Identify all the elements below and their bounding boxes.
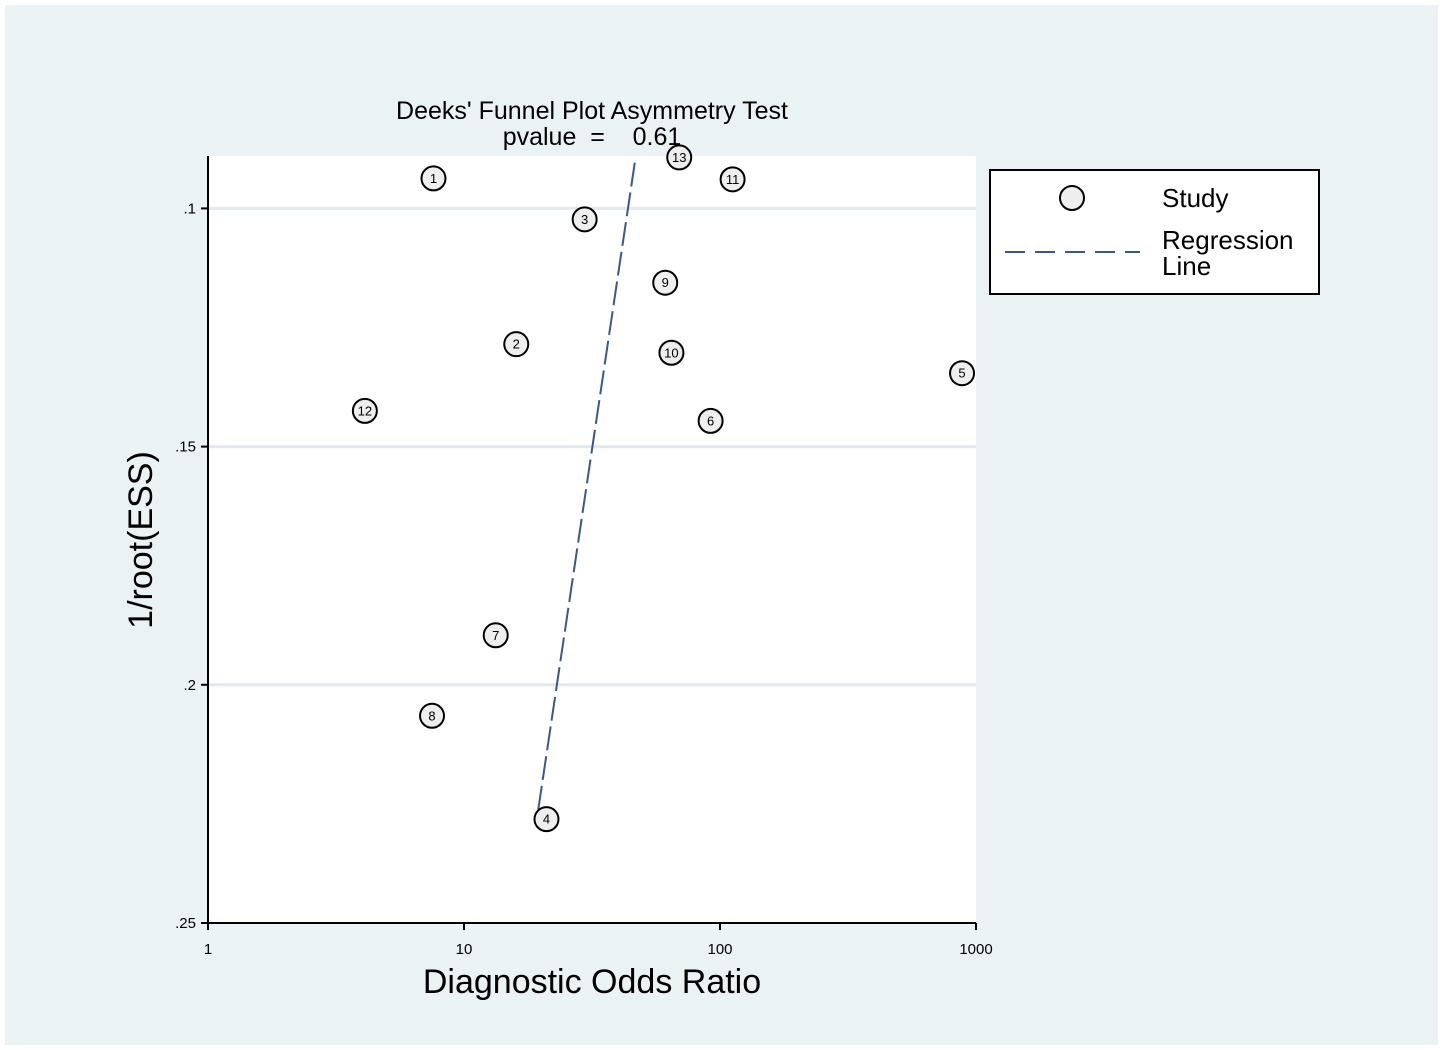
study-point: 1: [420, 165, 447, 192]
study-label: 10: [664, 345, 678, 360]
study-marker: [482, 622, 509, 649]
chart-title: Deeks' Funnel Plot Asymmetry Test: [396, 97, 788, 125]
plot-area: [208, 156, 976, 923]
study-label: 13: [672, 150, 686, 165]
axes: .1 .15 .2 .25 1 10 100 1000: [175, 156, 993, 958]
study-marker: [503, 331, 530, 358]
study-point: 11: [719, 166, 746, 193]
study-label: 3: [581, 212, 588, 227]
study-point: 7: [482, 622, 509, 649]
study-label: 6: [707, 413, 714, 428]
study-marker: [420, 165, 447, 192]
legend-study-label: Study: [1162, 183, 1229, 213]
study-marker: [697, 407, 724, 434]
x-tick-label: 1: [204, 941, 212, 958]
study-point: 13: [666, 144, 693, 171]
legend-box: [989, 169, 1320, 295]
study-marker: [949, 360, 976, 387]
study-label: 7: [492, 628, 499, 643]
legend-regression-label-line1: Regression: [1162, 225, 1294, 255]
regression-line: [537, 157, 637, 810]
x-tick-label: 10: [456, 941, 473, 958]
legend: Study Regression Line: [989, 169, 1320, 295]
study-point: 8: [419, 702, 446, 729]
regression-line-layer: [537, 157, 637, 810]
legend-regression-label-line2: Line: [1162, 251, 1211, 281]
x-tick-label: 100: [707, 941, 732, 958]
y-tick-label: .2: [183, 677, 196, 694]
study-label: 11: [726, 172, 740, 187]
study-marker: [533, 806, 560, 833]
study-label: 12: [358, 403, 372, 418]
x-axis-title: Diagnostic Odds Ratio: [423, 963, 761, 1001]
study-point: 4: [533, 806, 560, 833]
study-marker: [666, 144, 693, 171]
study-label: 8: [428, 708, 435, 723]
study-label: 1: [430, 171, 437, 186]
study-point: 3: [571, 206, 598, 233]
y-axis-title: 1/root(ESS): [122, 451, 160, 629]
study-point: 10: [658, 339, 685, 366]
study-point: 2: [503, 331, 530, 358]
study-marker: [419, 702, 446, 729]
study-marker: [351, 397, 378, 424]
study-point: 12: [351, 397, 378, 424]
study-marker: [571, 206, 598, 233]
chart-subtitle: pvalue = 0.61: [503, 123, 682, 151]
study-marker: [652, 269, 679, 296]
y-tick-label: .15: [175, 439, 196, 456]
study-marker: [658, 339, 685, 366]
study-label: 9: [662, 275, 669, 290]
study-point: 9: [652, 269, 679, 296]
chart-frame: .1.15.2.25 1 10 100 1000 1 2 3 4 5 6 7 8 9 10 11 12 13 D…: [5, 5, 1438, 1045]
study-label: 4: [543, 812, 550, 827]
study-point: 6: [697, 407, 724, 434]
x-tick-label: 1000: [959, 941, 992, 958]
y-tick-label: .1: [183, 200, 196, 217]
y-tick-label: .25: [175, 915, 196, 932]
study-point: 5: [949, 360, 976, 387]
study-marker: [719, 166, 746, 193]
study-label: 5: [958, 366, 965, 381]
study-label: 2: [513, 337, 520, 352]
legend-study-symbol: [1059, 185, 1085, 211]
